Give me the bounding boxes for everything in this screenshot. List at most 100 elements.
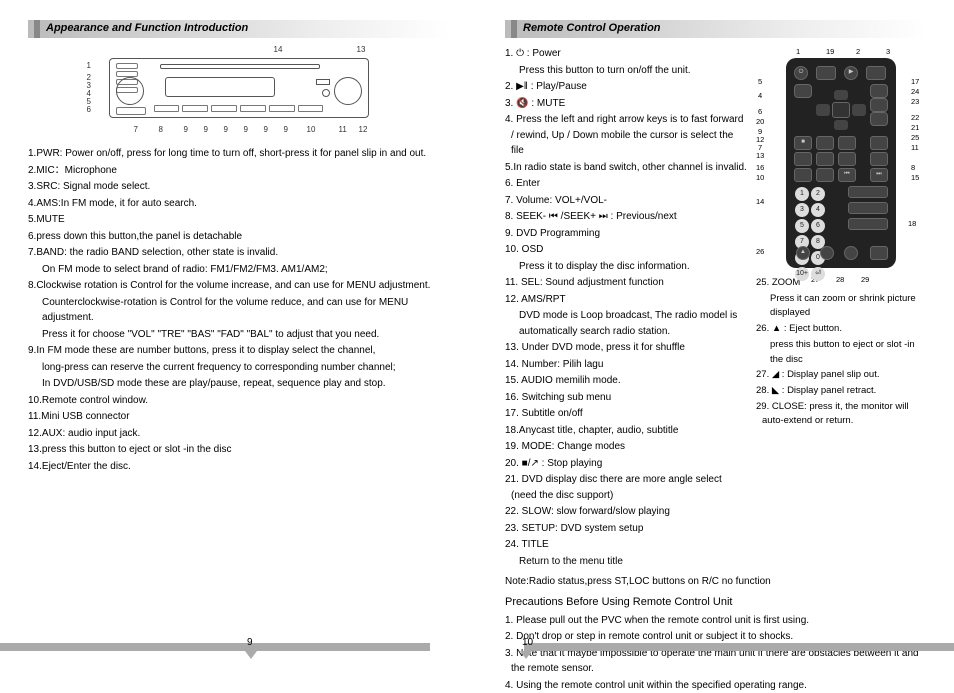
remote-slow xyxy=(838,136,856,150)
numpad-key: 1 xyxy=(795,187,809,201)
dpad-enter xyxy=(832,102,850,118)
remote-ams xyxy=(794,152,812,166)
rc-10: 10 xyxy=(756,172,764,184)
list-item: 9.In FM mode these are number buttons, p… xyxy=(28,343,449,359)
remote-stop-icon: ■ xyxy=(794,136,812,150)
list-item: 15. AUDIO memilih mode. xyxy=(505,373,748,389)
callout-6: 6 xyxy=(87,104,91,116)
right-page: Remote Control Operation 1. ⏻ : PowerPre… xyxy=(477,0,954,630)
left-heading: Appearance and Function Introduction xyxy=(46,20,248,37)
remote-mute-icon xyxy=(866,66,886,80)
rc-26: 26 xyxy=(756,246,764,258)
list-item: Counterclockwise-rotation is Control for… xyxy=(28,295,449,326)
two-page-spread: Appearance and Function Introduction 14 … xyxy=(0,0,954,630)
list-item: 16. Switching sub menu xyxy=(505,390,748,406)
callout-14: 14 xyxy=(274,44,283,56)
remote-pgm xyxy=(816,136,834,150)
list-item: 14.Eject/Enter the disc. xyxy=(28,459,449,475)
footer-bar-left xyxy=(0,643,430,651)
list-item: Press this button to turn on/off the uni… xyxy=(505,63,748,79)
numpad-key: ⏎ xyxy=(811,267,825,281)
list-item: 11.Mini USB connector xyxy=(28,409,449,425)
list-item: Press it to display the disc information… xyxy=(505,259,748,275)
right-knob xyxy=(334,77,362,105)
rc-15: 15 xyxy=(911,172,919,184)
list-item: In DVD/USB/SD mode these are play/pause,… xyxy=(28,376,449,392)
list-item: long-press can reserve the current frequ… xyxy=(28,360,449,376)
remote-text-col-b: 25. ZOOMPress it can zoom or shrink pict… xyxy=(756,276,926,429)
callout-b7: 7 xyxy=(134,124,138,136)
rc-1: 1 xyxy=(796,46,800,58)
lcd-display xyxy=(165,77,275,97)
footer-triangle-left xyxy=(245,651,257,659)
remote-mode xyxy=(816,66,836,80)
list-item: 11. SEL: Sound adjustment function xyxy=(505,275,748,291)
list-item: 7. Volume: VOL+/VOL- xyxy=(505,193,748,209)
callout-b8: 8 xyxy=(159,124,163,136)
footer-bar-right xyxy=(524,643,954,651)
footer: 9 10 xyxy=(0,635,954,659)
list-item: 10.Remote control window. xyxy=(28,393,449,409)
aux-jack xyxy=(322,89,330,97)
remote-seekprev-icon: ⏮ xyxy=(838,168,856,182)
list-item: 1.PWR: Power on/off, press for long time… xyxy=(28,146,449,162)
callout-b9f: 9 xyxy=(284,124,288,136)
page-number-left: 9 xyxy=(247,637,253,648)
list-item: 28. ◣ : Display panel retract. xyxy=(756,384,926,399)
left-bottom-button xyxy=(116,107,146,115)
list-item: 12. AMS/RPT xyxy=(505,292,748,308)
list-item: Press it for choose "VOL" "TRE" "BAS" "F… xyxy=(28,327,449,343)
left-heading-bar: Appearance and Function Introduction xyxy=(28,20,449,38)
list-item: 23. SETUP: DVD system setup xyxy=(505,521,748,537)
remote-note: Note:Radio status,press ST,LOC buttons o… xyxy=(505,574,926,590)
rc-11: 11 xyxy=(911,142,919,154)
list-item: press this button to eject or slot -in t… xyxy=(756,338,926,367)
callout-b11: 11 xyxy=(339,124,347,136)
list-item: Return to the menu title xyxy=(505,554,748,570)
remote-eject-icon: ▲ xyxy=(796,246,810,260)
head-unit-diagram: 14 13 1 2 3 4 5 6 7 8 9 9 9 9 9 9 10 11 … xyxy=(79,46,399,136)
volume-knob xyxy=(116,77,144,105)
list-item: 10. OSD xyxy=(505,242,748,258)
numpad-key: 10+ xyxy=(795,267,809,281)
list-item: 5.MUTE xyxy=(28,212,449,228)
remote-sub xyxy=(848,202,888,214)
list-item: 5.In radio state is band switch, other c… xyxy=(505,160,748,176)
remote-setup xyxy=(870,112,888,126)
remote-numpad: 123456789010+⏎ xyxy=(794,186,838,282)
remote-slipout-icon xyxy=(820,246,834,260)
list-item: 8.Clockwise rotation is Control for the … xyxy=(28,278,449,294)
dpad-down-icon xyxy=(834,120,848,130)
rc-3: 3 xyxy=(886,46,890,58)
remote-playpause-icon: ▶ xyxy=(844,66,858,80)
remote-power-icon: ⏻ xyxy=(794,66,808,80)
numpad-key: 2 xyxy=(811,187,825,201)
list-item: 1. ⏻ : Power xyxy=(505,46,748,62)
dpad-right-icon xyxy=(852,104,866,116)
remote-body: ⏻ ▶ xyxy=(786,58,896,268)
callout-b9b: 9 xyxy=(204,124,208,136)
list-item: 19. MODE: Change modes xyxy=(505,439,748,455)
callout-b9d: 9 xyxy=(244,124,248,136)
list-item: 20. ■/↗ : Stop playing xyxy=(505,456,748,472)
callout-13: 13 xyxy=(357,44,366,56)
list-item: 1. Please pull out the PVC when the remo… xyxy=(505,613,926,629)
remote-volminus xyxy=(816,168,834,182)
remote-retract-icon xyxy=(844,246,858,260)
list-item: 9. DVD Programming xyxy=(505,226,748,242)
rc-14: 14 xyxy=(756,196,764,208)
right-top-row: 1. ⏻ : PowerPress this button to turn on… xyxy=(505,46,926,570)
list-item: 13. Under DVD mode, press it for shuffle xyxy=(505,340,748,356)
list-item: 3. 🔇 : MUTE xyxy=(505,96,748,112)
heading-tab xyxy=(511,20,517,38)
list-item: 12.AUX: audio input jack. xyxy=(28,426,449,442)
callout-1: 1 xyxy=(87,60,91,72)
numpad-key: 5 xyxy=(795,219,809,233)
usb-port xyxy=(316,79,330,85)
list-item: 22. SLOW: slow forward/slow playing xyxy=(505,504,748,520)
rc-23: 23 xyxy=(911,96,919,108)
numpad-key: 4 xyxy=(811,203,825,217)
list-item: 24. TITLE xyxy=(505,537,748,553)
heading-tab xyxy=(34,20,40,38)
list-item: 3.SRC: Signal mode select. xyxy=(28,179,449,195)
